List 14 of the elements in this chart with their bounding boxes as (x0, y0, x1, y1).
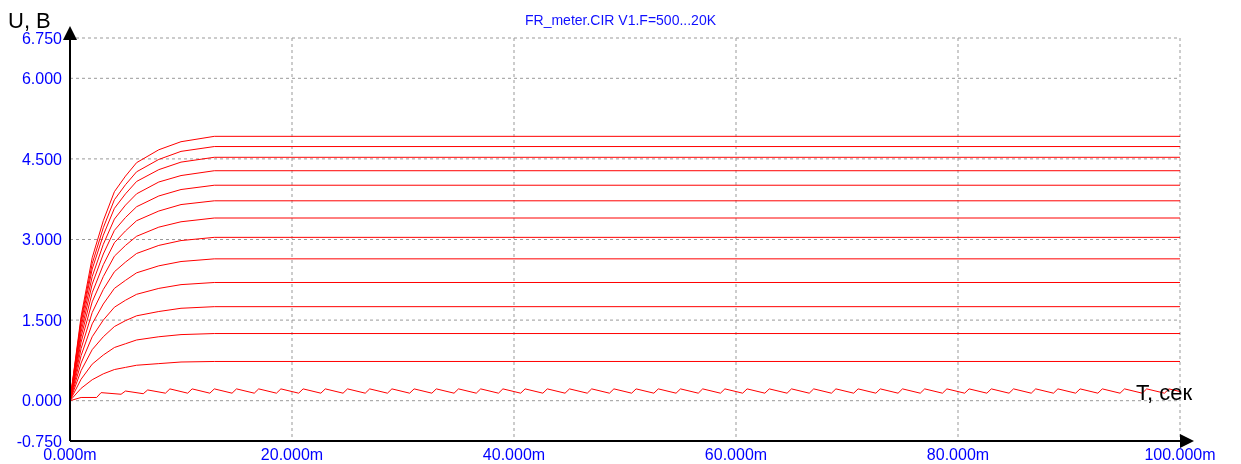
y-tick-label: 0.000 (21, 392, 63, 410)
x-tick-label: 60.000m (704, 446, 768, 464)
chart-title: FR_meter.CIR V1.F=500...20K (524, 12, 717, 28)
x-tick-label: 80.000m (926, 446, 990, 464)
y-tick-label: 3.000 (21, 231, 63, 249)
y-tick-label: 4.500 (21, 150, 63, 168)
x-tick-label: 0.000m (43, 446, 97, 464)
x-tick-label: 100.000m (1144, 446, 1216, 464)
x-axis-title: T, сек (1136, 380, 1193, 406)
x-tick-label: 20.000m (260, 446, 324, 464)
y-axis-title: U, В (8, 8, 51, 33)
x-tick-label: 40.000m (482, 446, 546, 464)
y-tick-label: 1.500 (21, 311, 63, 329)
y-tick-label: 6.000 (21, 69, 63, 87)
